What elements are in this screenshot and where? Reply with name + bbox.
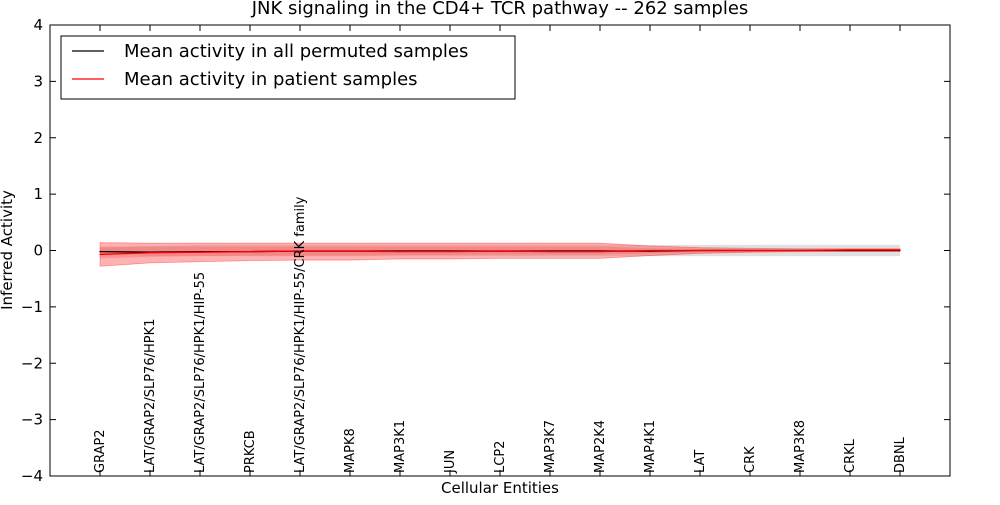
- y-tick-label: 1: [33, 185, 43, 203]
- x-tick-label: MAP3K1: [393, 420, 408, 473]
- x-tick-label: LAT/GRAP2/SLP76/HPK1: [143, 319, 158, 473]
- chart-title: JNK signaling in the CD4+ TCR pathway --…: [251, 0, 749, 19]
- x-tick-label: MAP3K8: [793, 420, 808, 473]
- x-tick-label: CRK: [743, 446, 758, 473]
- patient-point: [849, 249, 851, 251]
- patient-point: [249, 251, 251, 253]
- x-tick-label: PRKCB: [243, 430, 258, 473]
- patient-point: [749, 249, 751, 252]
- y-tick-label: 3: [33, 72, 43, 90]
- patient-point: [149, 252, 151, 254]
- permuted-point: [99, 251, 101, 253]
- patient-point: [449, 251, 451, 253]
- x-tick-label: LCP2: [493, 441, 508, 473]
- patient-point: [399, 251, 401, 253]
- x-axis-label: Cellular Entities: [441, 479, 559, 497]
- x-tick-label: CRKL: [843, 438, 858, 473]
- y-tick-label: −4: [21, 467, 43, 485]
- legend-label-permuted: Mean activity in all permuted samples: [124, 41, 468, 62]
- legend-box: [60, 35, 516, 100]
- x-tick-label: DBNL: [893, 436, 908, 473]
- patient-point: [299, 250, 301, 252]
- patient-point: [349, 250, 351, 252]
- patient-point: [499, 250, 501, 252]
- y-axis: −4 −3 −2 −1 0 1 2 3 4: [21, 16, 950, 485]
- x-axis: GRAP2 LAT/GRAP2/SLP76/HPK1 LAT/GRAP2/SLP76…: [93, 25, 908, 476]
- patient-point: [799, 249, 801, 252]
- x-tick-label: JUN: [443, 450, 458, 474]
- patient-band-inner: [100, 246, 900, 259]
- x-tick-label: LAT/GRAP2/SLP76/HPK1/HIP-55/CRK family: [293, 196, 308, 473]
- patient-point: [649, 249, 651, 252]
- y-axis-label: Inferred Activity: [0, 190, 16, 310]
- x-tick-label: MAP4K1: [643, 420, 658, 473]
- patient-point: [599, 251, 601, 253]
- x-tick-label: LAT/GRAP2/SLP76/HPK1/HIP-55: [193, 272, 208, 473]
- patient-band-outer: [99, 242, 901, 267]
- y-tick-label: −3: [21, 411, 43, 429]
- y-tick-label: 2: [33, 129, 43, 147]
- y-tick-label: 4: [33, 16, 43, 34]
- x-tick-label: MAPK8: [343, 428, 358, 473]
- patient-point: [99, 253, 101, 256]
- y-tick-label: 0: [33, 242, 43, 260]
- y-tick-label: −1: [21, 298, 43, 316]
- x-tick-label: MAP3K7: [543, 420, 558, 473]
- patient-point: [699, 249, 701, 252]
- x-tick-label: MAP2K4: [593, 420, 608, 473]
- patient-point: [199, 251, 201, 253]
- x-tick-label: GRAP2: [93, 429, 108, 473]
- legend-label-patient: Mean activity in patient samples: [124, 69, 418, 90]
- patient-point: [549, 251, 551, 253]
- patient-point: [899, 249, 901, 251]
- series-lines: [99, 249, 901, 256]
- y-tick-label: −2: [21, 354, 43, 372]
- legend: Mean activity in all permuted samples Me…: [60, 35, 516, 100]
- x-tick-label: LAT: [693, 450, 708, 473]
